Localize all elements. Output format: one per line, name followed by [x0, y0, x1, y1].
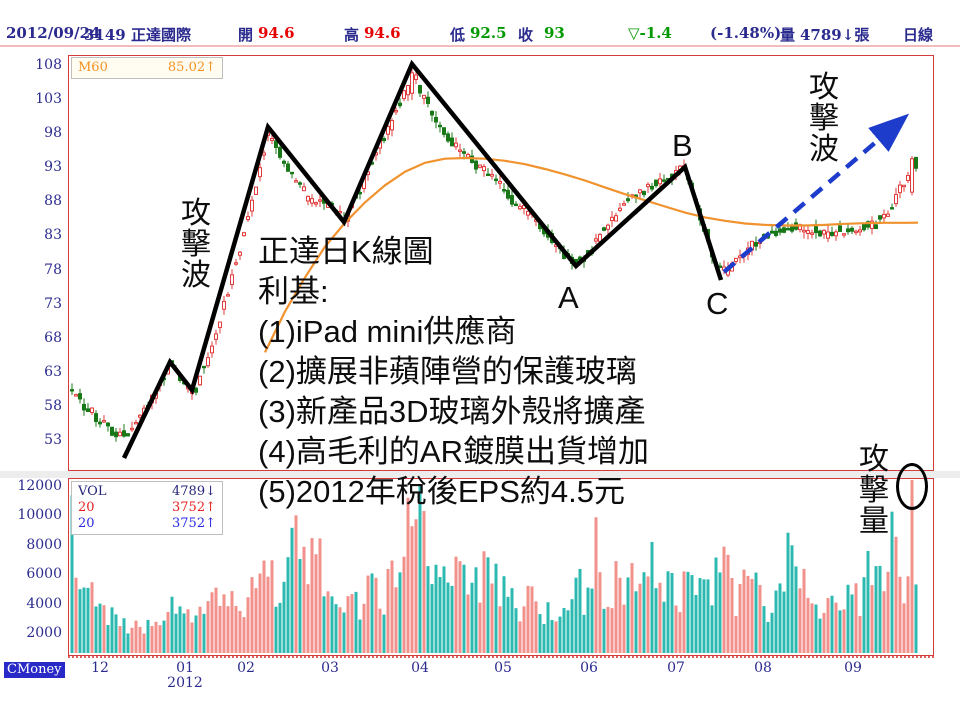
volume-legend[interactable]: VOL 4789↓ 20 3752↑ 20 3752↑ — [71, 481, 223, 535]
volume-value: 4789↓張 — [800, 26, 870, 44]
vol-legend-label: VOL — [78, 484, 107, 499]
period-selector[interactable]: 日線 — [903, 26, 934, 44]
x-tick: 08 — [754, 660, 772, 676]
pane-gap — [0, 471, 960, 478]
x-tick: 09 — [844, 660, 862, 676]
price-tick: 83 — [44, 227, 62, 244]
change-percent: (-1.48%) — [710, 24, 782, 42]
vol-ma1-value: 3752↑ — [172, 500, 216, 515]
volume-highlight-circle — [896, 463, 928, 510]
ma-value: 85.02↑ — [167, 60, 216, 75]
open-value: 94.6 — [258, 24, 295, 42]
price-tick: 68 — [44, 329, 62, 346]
x-tick-year: 2012 — [167, 675, 203, 691]
vol-ma2-label: 20 — [78, 516, 95, 531]
annotation-line: (5)2012年稅後EPS約4.5元 — [258, 474, 625, 509]
vol-ma1-label: 20 — [78, 500, 95, 515]
low-label: 低 — [450, 26, 466, 44]
close-value: 93 — [544, 24, 565, 42]
x-tick: 01 — [176, 660, 194, 676]
point-label-c: C — [706, 286, 729, 321]
x-axis-tick-row — [68, 656, 934, 658]
ma-label: M60 — [78, 60, 108, 75]
change-value: ▽-1.4 — [628, 24, 672, 42]
x-tick: 03 — [321, 660, 339, 676]
x-tick: 02 — [237, 660, 255, 676]
price-tick: 73 — [44, 295, 62, 312]
volume-tick: 6000 — [26, 566, 62, 583]
price-tick: 93 — [44, 159, 62, 176]
annotation-line: (2)擴展非蘋陣營的保護玻璃 — [258, 354, 637, 389]
low-value: 92.5 — [470, 24, 507, 42]
point-label-b: B — [672, 128, 693, 163]
x-tick: 05 — [494, 660, 512, 676]
cmoney-logo: CMoney — [4, 662, 65, 678]
attack-volume-label: 攻擊量 — [859, 442, 889, 539]
close-label: 收 — [518, 26, 534, 44]
stock-name: 3149 正達國際 — [84, 26, 191, 44]
volume-label: 量 — [780, 26, 796, 44]
quote-bar: 2012/09/24 3149 正達國際 開 94.6 高 94.6 低 92.… — [0, 24, 960, 44]
high-label: 高 — [344, 26, 360, 44]
price-tick: 53 — [44, 432, 62, 448]
volume-tick: 4000 — [26, 595, 62, 612]
annotation-line: 正達日K線圖 — [258, 234, 434, 269]
annotation-line: (4)高毛利的AR鍍膜出貨增加 — [258, 434, 649, 469]
header-divider — [0, 45, 960, 47]
vol-legend-value: 4789↓ — [172, 484, 216, 499]
annotation-line: (3)新產品3D玻璃外殼將擴產 — [258, 394, 646, 429]
attack-wave-label-right: 攻擊波 — [809, 70, 839, 167]
ma60-line — [264, 156, 919, 353]
high-value: 94.6 — [364, 24, 401, 42]
volume-bars — [70, 480, 918, 653]
date: 2012/09/24 — [6, 24, 101, 42]
volume-tick: 2000 — [26, 625, 62, 641]
open-label: 開 — [238, 26, 254, 44]
price-tick: 63 — [44, 363, 62, 380]
x-tick: 06 — [580, 660, 598, 676]
price-tick: 78 — [44, 261, 62, 278]
price-tick: 58 — [44, 397, 62, 414]
x-tick: 07 — [667, 660, 685, 676]
volume-tick: 10000 — [17, 507, 62, 524]
x-tick: 04 — [411, 660, 429, 676]
price-tick: 103 — [35, 91, 62, 108]
point-label-a: A — [558, 280, 579, 315]
annotation-line: 利基: — [258, 274, 329, 309]
trendline-overlay — [121, 59, 910, 459]
volume-tick: 8000 — [26, 536, 62, 553]
annotation-text-block: 正達日K線圖 利基: (1)iPad mini供應商 (2)擴展非蘋陣營的保護玻璃 (3… — [258, 232, 649, 512]
price-tick: 98 — [44, 125, 62, 142]
price-tick: 88 — [44, 193, 62, 210]
price-pane[interactable] — [68, 55, 934, 471]
ma-legend[interactable]: M60 85.02↑ — [71, 57, 223, 79]
volume-tick: 12000 — [17, 478, 62, 494]
price-tick: 108 — [35, 57, 62, 73]
vol-ma2-value: 3752↑ — [172, 516, 216, 531]
x-tick: 12 — [91, 660, 109, 676]
attack-wave-label-left: 攻擊波 — [181, 196, 211, 293]
annotation-line: (1)iPad mini供應商 — [258, 314, 517, 349]
